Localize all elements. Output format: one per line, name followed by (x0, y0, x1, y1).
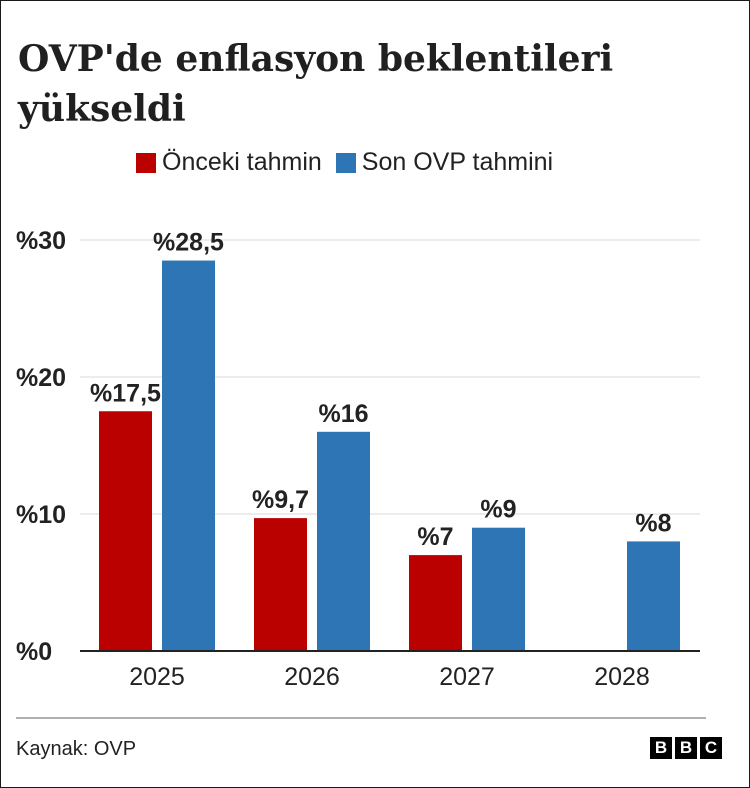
data-label: %7 (417, 523, 453, 551)
y-tick-label: %30 (16, 227, 66, 255)
data-label: %16 (318, 400, 368, 428)
bar (162, 260, 215, 651)
legend-item-latest: Son OVP tahmini (335, 148, 554, 177)
data-label: %8 (635, 509, 671, 537)
data-label: %17,5 (90, 379, 161, 407)
chart-title: OVP'de enflasyon beklentileri yükseldi (18, 38, 614, 130)
bar (99, 411, 152, 651)
footer-divider (16, 717, 706, 719)
legend-label-previous: Önceki tahmin (162, 148, 322, 176)
bar-chart: %0 %10 %20 %30 %17,5 %28,5 2025 %9,7 %16 2026 %7 %9… (16, 227, 700, 691)
x-tick-label: 2028 (594, 663, 650, 691)
bbc-logo: B B C (647, 737, 722, 759)
logo-letter: B (650, 737, 672, 759)
bar (317, 431, 370, 651)
bar (409, 555, 462, 651)
source-note: Kaynak: OVP (16, 738, 137, 760)
logo-letter: C (700, 737, 722, 759)
data-label: %9 (480, 496, 516, 524)
logo-letter: B (675, 737, 697, 759)
legend-item-previous: Önceki tahmin (136, 148, 322, 177)
data-label: %28,5 (153, 229, 224, 257)
bar (254, 518, 307, 651)
bar (472, 527, 525, 651)
x-tick-label: 2025 (129, 663, 185, 691)
x-tick-label: 2027 (439, 663, 495, 691)
x-tick-label: 2026 (284, 663, 340, 691)
legend-swatch-previous (136, 152, 156, 173)
y-tick-label: %0 (16, 638, 52, 666)
y-tick-label: %10 (16, 501, 66, 529)
bar (627, 541, 680, 651)
legend-label-latest: Son OVP tahmini (361, 148, 554, 176)
legend-swatch-latest (335, 152, 356, 173)
data-label: %9,7 (252, 486, 309, 514)
legend: Önceki tahmin Son OVP tahmini (136, 148, 567, 177)
y-tick-label: %20 (16, 364, 66, 392)
